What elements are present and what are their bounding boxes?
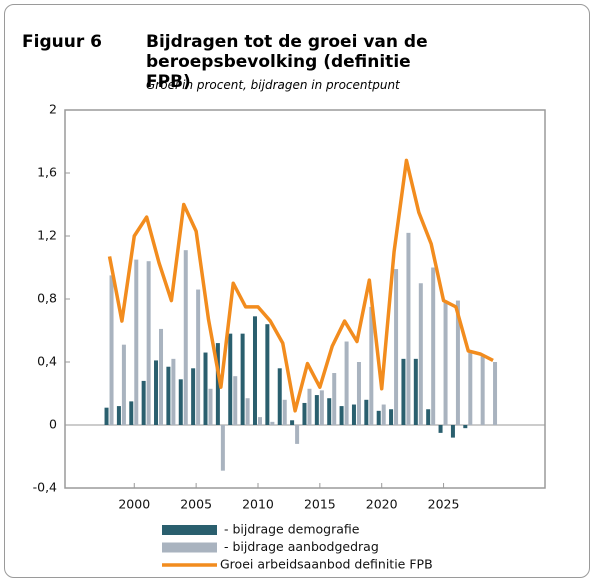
bar (455, 300, 460, 425)
bar (129, 401, 134, 425)
bar (351, 404, 356, 425)
bar (215, 343, 220, 425)
bar (220, 425, 225, 471)
bar (389, 409, 394, 425)
bar (116, 406, 121, 425)
bar (468, 350, 473, 425)
bar (141, 380, 146, 425)
bar (233, 376, 238, 425)
bar (183, 250, 188, 425)
bar (314, 395, 319, 425)
bar (203, 352, 208, 425)
figure-label: Figuur 6 (22, 32, 102, 52)
y-tick-label: 0,4 (37, 354, 57, 369)
bar (364, 399, 369, 425)
bar (240, 333, 245, 425)
bar (245, 398, 250, 425)
y-tick-label: 1,6 (37, 165, 57, 180)
x-tick-label: 2005 (180, 497, 212, 512)
legend-swatch (162, 542, 217, 553)
x-tick-label: 2025 (428, 497, 460, 512)
bar (178, 379, 183, 425)
bar (295, 425, 300, 444)
bar (277, 368, 282, 425)
legend-label: - bijdrage aanbodgedrag (224, 539, 379, 554)
x-tick-label: 2020 (366, 497, 398, 512)
bar (332, 373, 337, 425)
bar (265, 324, 270, 425)
line (107, 158, 494, 413)
bar (109, 275, 114, 425)
bar (191, 368, 196, 425)
bar (394, 269, 399, 425)
bar (344, 341, 349, 425)
bar (196, 289, 201, 425)
bar (159, 328, 164, 425)
bar (438, 425, 443, 433)
bar (327, 398, 332, 425)
y-tick-label: 1,2 (37, 228, 57, 243)
bar (319, 390, 324, 425)
bar (376, 410, 381, 425)
bar (171, 358, 176, 425)
frame (4, 4, 590, 578)
bar (369, 306, 374, 425)
bar (307, 388, 312, 425)
bar (302, 402, 307, 425)
bar (166, 366, 171, 425)
bar (282, 399, 287, 425)
x-tick-label: 2015 (304, 497, 336, 512)
bar (208, 388, 213, 425)
bar (450, 425, 455, 438)
bar (406, 232, 411, 425)
bar (154, 360, 159, 425)
bar (146, 261, 151, 425)
bar (426, 409, 431, 425)
bar (381, 404, 386, 425)
bar (257, 417, 262, 425)
chart-title: Bijdragen tot de groei van de beroepsbev… (146, 32, 428, 92)
bar (401, 358, 406, 425)
bar (134, 259, 139, 425)
bar (480, 355, 485, 425)
y-tick-label: 0,8 (37, 291, 57, 306)
bar (431, 267, 436, 425)
bar (121, 344, 126, 425)
legend-swatch (162, 525, 217, 535)
y-tick-label: 0 (49, 417, 57, 432)
legend-label: Groei arbeidsaanbod definitie FPB (220, 557, 433, 572)
legend-label: - bijdrage demografie (224, 522, 360, 537)
bar (339, 406, 344, 425)
x-tick-label: 2000 (118, 497, 150, 512)
bar (418, 283, 423, 425)
bar (443, 300, 448, 425)
bar (356, 362, 361, 425)
bar (104, 407, 109, 425)
bar (463, 425, 468, 429)
bar (228, 333, 233, 425)
bar (413, 358, 418, 425)
y-tick-label: -0,4 (33, 480, 57, 495)
chart-subtitle: Groei in procent, bijdragen in procentpu… (146, 78, 400, 92)
bar (252, 316, 257, 425)
y-tick-label: 2 (49, 102, 57, 117)
bar (493, 362, 498, 425)
bar (270, 421, 275, 425)
x-tick-label: 2010 (242, 497, 274, 512)
bar (290, 420, 295, 425)
